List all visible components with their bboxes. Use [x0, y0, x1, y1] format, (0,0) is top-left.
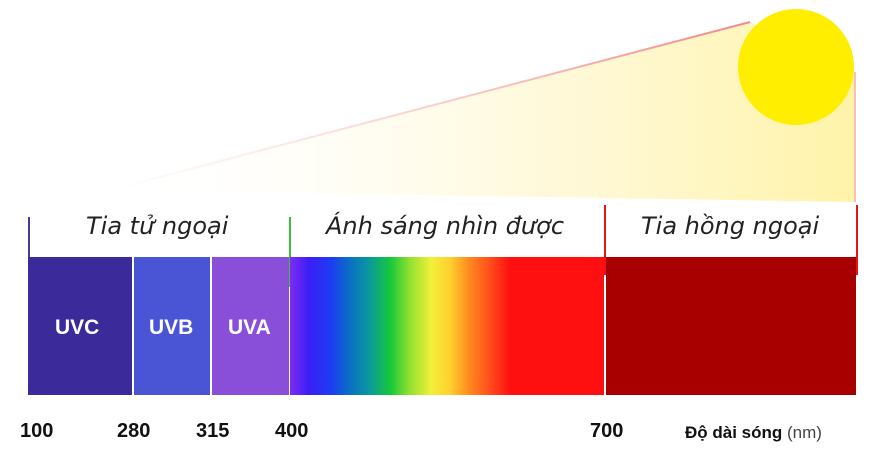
sun-icon: [738, 9, 854, 125]
uvb-label: UVB: [149, 316, 194, 339]
tick-label: 100: [20, 420, 54, 442]
axis-title: Độ dài sóng (nm): [685, 423, 822, 443]
infrared-band: [606, 257, 856, 395]
tick-label: 400: [275, 420, 309, 442]
visible-end-divider: [604, 205, 606, 275]
light-cone-edge: [109, 21, 751, 191]
uvc-band: [28, 257, 132, 395]
uvb-band: [134, 257, 210, 395]
uva-label: UVA: [228, 316, 271, 339]
uva-band: [212, 257, 289, 395]
infrared-region-label: Tia hồng ngoại: [641, 212, 820, 240]
uv-region-label: Tia tử ngoại: [86, 212, 229, 240]
tick-label: 700: [590, 420, 624, 442]
axis-title-text: Độ dài sóng: [685, 423, 783, 442]
axis-unit: (nm): [787, 423, 822, 442]
visible-region-label: Ánh sáng nhìn được: [326, 212, 565, 240]
visible-start-divider: [289, 217, 291, 287]
visible-band: [290, 257, 604, 395]
uv-start-divider: [28, 217, 30, 257]
light-cone: [110, 22, 855, 202]
tick-label: 315: [196, 420, 230, 442]
infrared-end-divider: [856, 205, 858, 275]
tick-label: 280: [117, 420, 151, 442]
uvc-label: UVC: [55, 316, 100, 339]
